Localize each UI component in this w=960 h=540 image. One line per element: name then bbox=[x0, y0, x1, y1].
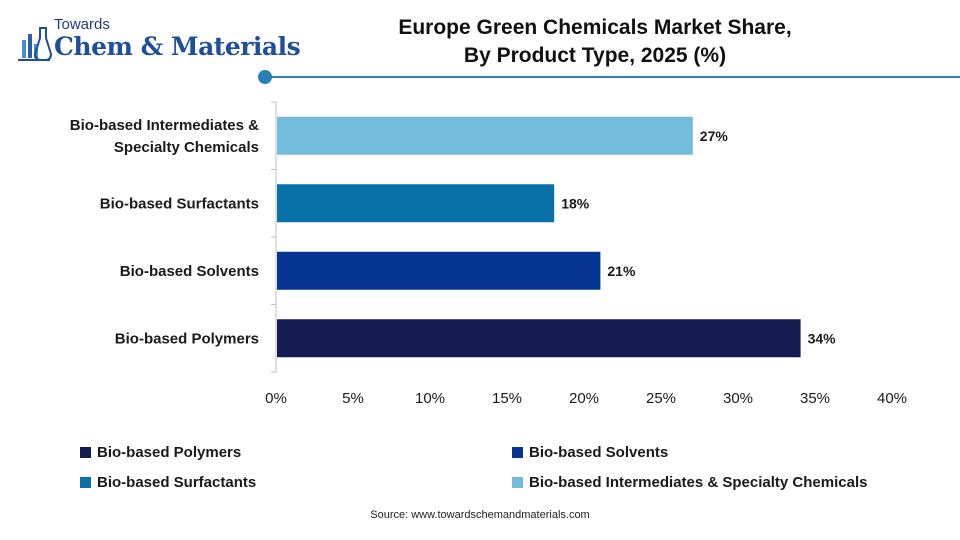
source-note: Source: www.towardschemandmaterials.com bbox=[370, 509, 590, 521]
chart-title-line-2: By Product Type, 2025 (%) bbox=[463, 44, 727, 67]
x-tick-label: 30% bbox=[723, 390, 753, 407]
bar-chart: 27% Bio-based Intermediates & Specialty Ch… bbox=[70, 101, 907, 407]
chart-title: Europe Green Chemicals Market Share, By … bbox=[300, 14, 890, 70]
legend-swatch-polymers bbox=[80, 447, 91, 458]
legend-item-solvents: Bio-based Solvents bbox=[512, 444, 668, 461]
title-divider bbox=[265, 76, 960, 78]
chart-legend: Bio-based Polymers Bio-based Solvents Bi… bbox=[0, 440, 960, 500]
x-tick-label: 0% bbox=[265, 390, 287, 407]
legend-label-solvents: Bio-based Solvents bbox=[529, 444, 669, 461]
x-tick-label: 5% bbox=[342, 390, 364, 407]
legend-item-surfactants: Bio-based Surfactants bbox=[80, 474, 256, 491]
category-label-bio-based-intermediates-specialty-chemicals: Specialty Chemicals bbox=[114, 139, 259, 156]
legend-swatch-surfactants bbox=[80, 477, 91, 488]
x-tick-label: 15% bbox=[492, 390, 522, 407]
x-tick-label: 35% bbox=[800, 390, 830, 407]
title-divider-dot bbox=[258, 70, 272, 84]
category-label-bio-based-intermediates-specialty-chemicals: Bio-based Intermediates & bbox=[70, 117, 259, 134]
bar-bio-based-solvents bbox=[277, 251, 601, 290]
legend-item-polymers: Bio-based Polymers bbox=[80, 444, 241, 461]
x-tick-label: 20% bbox=[569, 390, 599, 407]
legend-label-polymers: Bio-based Polymers bbox=[97, 444, 242, 461]
flask-icon bbox=[18, 27, 52, 61]
x-tick-label: 25% bbox=[646, 390, 676, 407]
data-label-bio-based-solvents: 21% bbox=[607, 263, 636, 279]
legend-label-intermediates: Bio-based Intermediates & Specialty Chem… bbox=[529, 474, 868, 491]
category-label-bio-based-polymers: Bio-based Polymers bbox=[115, 330, 259, 347]
bar-bio-based-intermediates-specialty-chemicals bbox=[277, 116, 693, 155]
bar-bio-based-surfactants bbox=[277, 184, 555, 223]
data-label-bio-based-surfactants: 18% bbox=[561, 195, 590, 211]
logo-towards-text: Towards bbox=[54, 16, 110, 33]
category-label-bio-based-solvents: Bio-based Solvents bbox=[120, 263, 259, 280]
data-label-bio-based-intermediates-specialty-chemicals: 27% bbox=[700, 128, 729, 144]
category-label-bio-based-surfactants: Bio-based Surfactants bbox=[100, 195, 259, 212]
chart-title-line-1: Europe Green Chemicals Market Share, bbox=[398, 16, 792, 39]
legend-swatch-intermediates bbox=[512, 477, 523, 488]
x-tick-label: 40% bbox=[877, 390, 907, 407]
legend-label-surfactants: Bio-based Surfactants bbox=[97, 474, 257, 491]
legend-item-intermediates: Bio-based Intermediates & Specialty Chem… bbox=[512, 474, 867, 491]
data-label-bio-based-polymers: 34% bbox=[808, 330, 837, 346]
brand-logo: Towards Chem & Materials bbox=[14, 14, 301, 70]
bar-bio-based-polymers bbox=[277, 319, 801, 358]
x-tick-label: 10% bbox=[415, 390, 445, 407]
legend-swatch-solvents bbox=[512, 447, 523, 458]
logo-brand-text: Chem & Materials bbox=[54, 32, 301, 61]
